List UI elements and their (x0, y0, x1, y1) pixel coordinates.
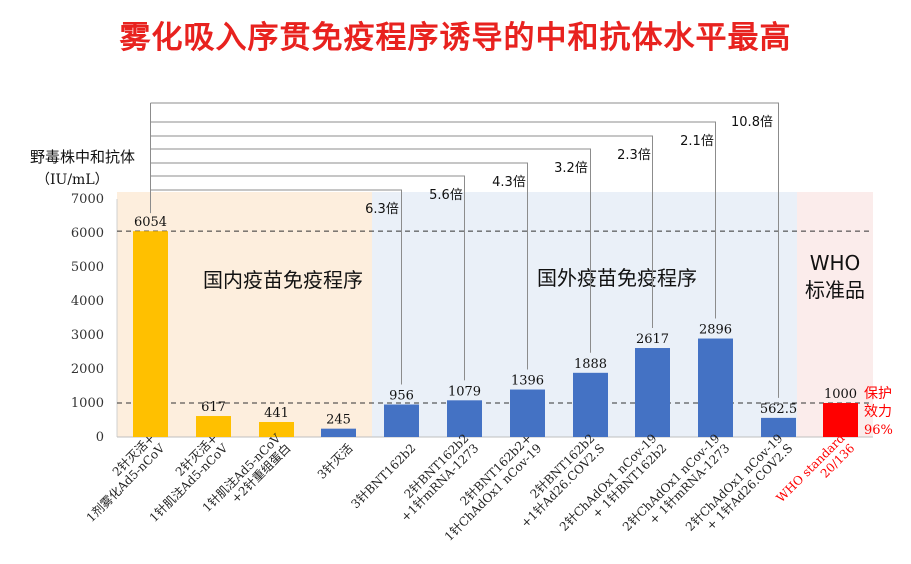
fold-bracket-line (150, 189, 402, 385)
x-tick-label: 3针BNT162b2 (348, 440, 419, 511)
bar-value-label: 956 (389, 388, 414, 403)
fold-bracket-line (150, 135, 653, 329)
fold-bracket-line (150, 162, 528, 370)
y-tick-label: 7000 (71, 192, 104, 207)
bar (133, 231, 168, 437)
fold-change-label: 3.2倍 (554, 161, 588, 176)
y-tick-label: 5000 (71, 260, 104, 275)
fold-change-label: 2.3倍 (617, 148, 651, 163)
fold-bracket-line (150, 121, 716, 319)
bar (259, 422, 294, 437)
bar (384, 404, 419, 437)
fold-change-label: 2.1倍 (680, 134, 714, 149)
x-tick-label-line: 3针BNT162b2 (348, 440, 419, 511)
fold-change-label: 5.6倍 (429, 188, 463, 203)
bar-value-label: 1079 (448, 384, 481, 399)
bar (823, 403, 858, 437)
region-label-who-line1: WHO (810, 251, 861, 275)
bar (573, 372, 608, 437)
bar-value-label: 2896 (699, 323, 732, 338)
bar (698, 338, 733, 437)
y-tick-label: 0 (96, 430, 104, 445)
y-tick-label: 1000 (71, 396, 104, 411)
bar (196, 416, 231, 437)
y-tick-label: 2000 (71, 362, 104, 377)
region-label-foreign: 国外疫苗免疫程序 (537, 266, 697, 290)
y-tick-label: 4000 (71, 294, 104, 309)
bar (635, 348, 670, 437)
chart-title: 雾化吸入序贯免疫程序诱导的中和抗体水平最高 (119, 20, 792, 56)
y-tick-label: 6000 (71, 226, 104, 241)
bar (447, 400, 482, 437)
region-label-who-line2: 标准品 (805, 278, 865, 302)
fold-bracket-line (150, 148, 591, 353)
bar (510, 389, 545, 437)
bar-value-label: 2617 (636, 332, 669, 347)
region-label-domestic: 国内疫苗免疫程序 (203, 268, 363, 292)
bar (761, 417, 796, 437)
protection-note-line: 效力 (864, 404, 892, 420)
y-axis-label-unit: （IU/mL） (36, 172, 109, 188)
bar-value-label: 1888 (574, 357, 607, 372)
fold-change-label: 10.8倍 (731, 115, 773, 130)
bar-value-label: 1000 (824, 387, 857, 402)
x-tick-label-line: 3针灭活 (314, 440, 355, 481)
fold-change-label: 4.3倍 (492, 175, 526, 190)
fold-change-label: 6.3倍 (365, 202, 399, 217)
fold-bracket-line (150, 175, 465, 381)
bar (321, 428, 356, 437)
y-axis-label: 野毒株中和抗体 (30, 148, 135, 166)
x-tick-label: 3针灭活 (314, 440, 355, 481)
bar-value-label: 441 (264, 406, 289, 421)
bar-value-label: 562.5 (760, 402, 797, 417)
bar-value-label: 245 (326, 413, 351, 428)
protection-note-line: 96% (864, 423, 893, 438)
region-background-3 (797, 192, 873, 437)
bar-value-label: 617 (201, 400, 226, 415)
bar-value-label: 1396 (511, 374, 544, 389)
bar-value-label: 6054 (134, 215, 167, 230)
y-tick-label: 3000 (71, 328, 104, 343)
fold-bracket-line (150, 102, 779, 398)
protection-note-line: 保护 (864, 386, 892, 402)
